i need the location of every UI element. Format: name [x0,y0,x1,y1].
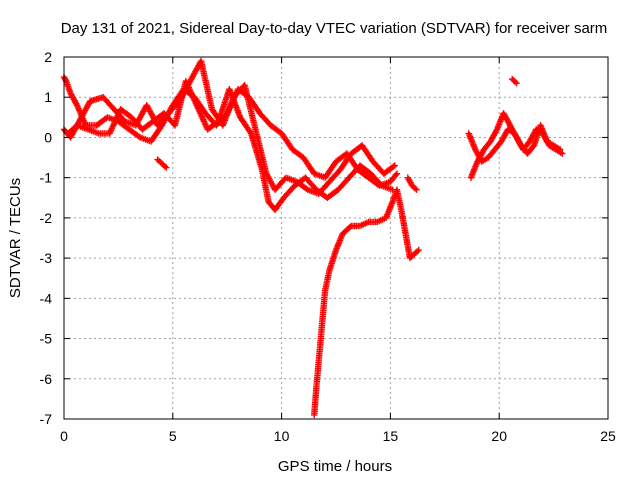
series-track-i [509,75,520,87]
data-point [556,146,564,153]
y-tick-label: -5 [40,331,53,347]
y-tick-label: -4 [40,290,53,306]
data-point [346,223,354,231]
y-tick-label: -3 [40,250,53,266]
x-tick-label: 5 [169,428,177,444]
plot-frame [63,56,609,420]
x-tick-labels: 0 5 10 15 20 25 [60,428,616,444]
data-point [415,246,422,254]
series-track-d [311,186,422,419]
data-point [390,163,397,170]
y-tick-labels: -7 -6 -5 -4 -3 -2 -1 0 1 2 [40,49,53,427]
x-tick-label: 10 [274,428,290,444]
y-tick-label: 1 [44,89,52,105]
axis-ticks [63,56,609,420]
y-tick-label: 2 [44,49,52,65]
x-tick-label: 25 [600,428,616,444]
y-tick-label: -7 [40,411,53,427]
y-tick-label: -6 [40,371,53,387]
chart-title: Day 131 of 2021, Sidereal Day-to-day VTE… [61,20,608,37]
data-point [392,171,400,179]
series-track-e [154,156,170,171]
x-tick-label: 15 [383,428,399,444]
x-tick-label: 20 [491,428,507,444]
data-point [393,170,401,177]
x-tick-label: 0 [60,428,68,444]
data-marks [60,57,566,419]
y-tick-label: 0 [44,129,52,145]
y-tick-label: -1 [40,170,53,186]
data-point [513,79,520,87]
data-point [559,150,566,157]
series-track-h [465,122,564,165]
data-point [163,164,170,171]
data-point [413,186,420,193]
y-tick-label: -2 [40,210,53,226]
data-point [62,76,69,83]
y-axis-title: SDTVAR / TECUs [7,178,24,298]
data-point [391,162,398,169]
series-track-c [65,77,396,214]
x-axis-title: GPS time / hours [278,458,392,475]
series-track-f [404,174,420,193]
